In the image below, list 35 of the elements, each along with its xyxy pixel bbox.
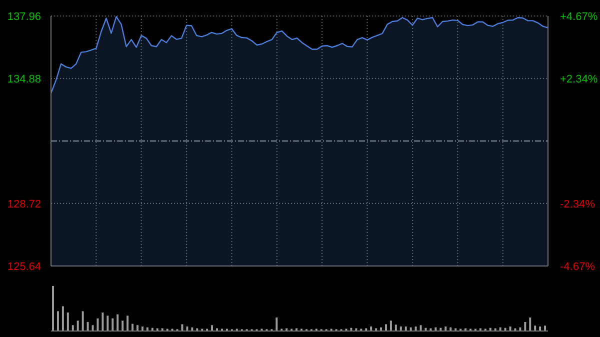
- bar: [136, 325, 138, 331]
- bar: [112, 318, 114, 331]
- bar: [76, 320, 79, 331]
- bar: [394, 324, 397, 331]
- bar: [420, 325, 422, 331]
- bar: [132, 324, 134, 331]
- bar: [92, 325, 94, 331]
- bar: [106, 316, 109, 331]
- bar: [211, 325, 214, 331]
- bar: [86, 322, 89, 331]
- bar: [126, 316, 129, 331]
- bar: [544, 326, 546, 331]
- y2-tick-label: +2.34%: [560, 73, 598, 86]
- bar: [529, 318, 532, 331]
- y-tick-label: 128.72: [7, 198, 41, 210]
- bar: [56, 311, 59, 331]
- bar: [62, 306, 64, 331]
- bar: [524, 322, 526, 331]
- bar: [52, 286, 54, 331]
- bar: [534, 326, 536, 331]
- y-tick-label: 134.88: [7, 74, 41, 86]
- bar: [66, 312, 69, 331]
- bar: [122, 320, 124, 331]
- y-tick-label: 137.96: [7, 11, 41, 23]
- bar: [390, 320, 392, 331]
- bar: [102, 312, 104, 331]
- bar: [82, 311, 84, 331]
- y2-tick-label: -4.67%: [560, 261, 596, 273]
- y-tick-label: 125.64: [7, 261, 41, 273]
- bar: [72, 325, 74, 331]
- bar: [96, 318, 99, 331]
- bar: [116, 314, 119, 331]
- bar: [276, 318, 278, 331]
- y2-tick-label: -2.34%: [560, 198, 596, 211]
- y2-tick-label: +4.67%: [560, 11, 598, 23]
